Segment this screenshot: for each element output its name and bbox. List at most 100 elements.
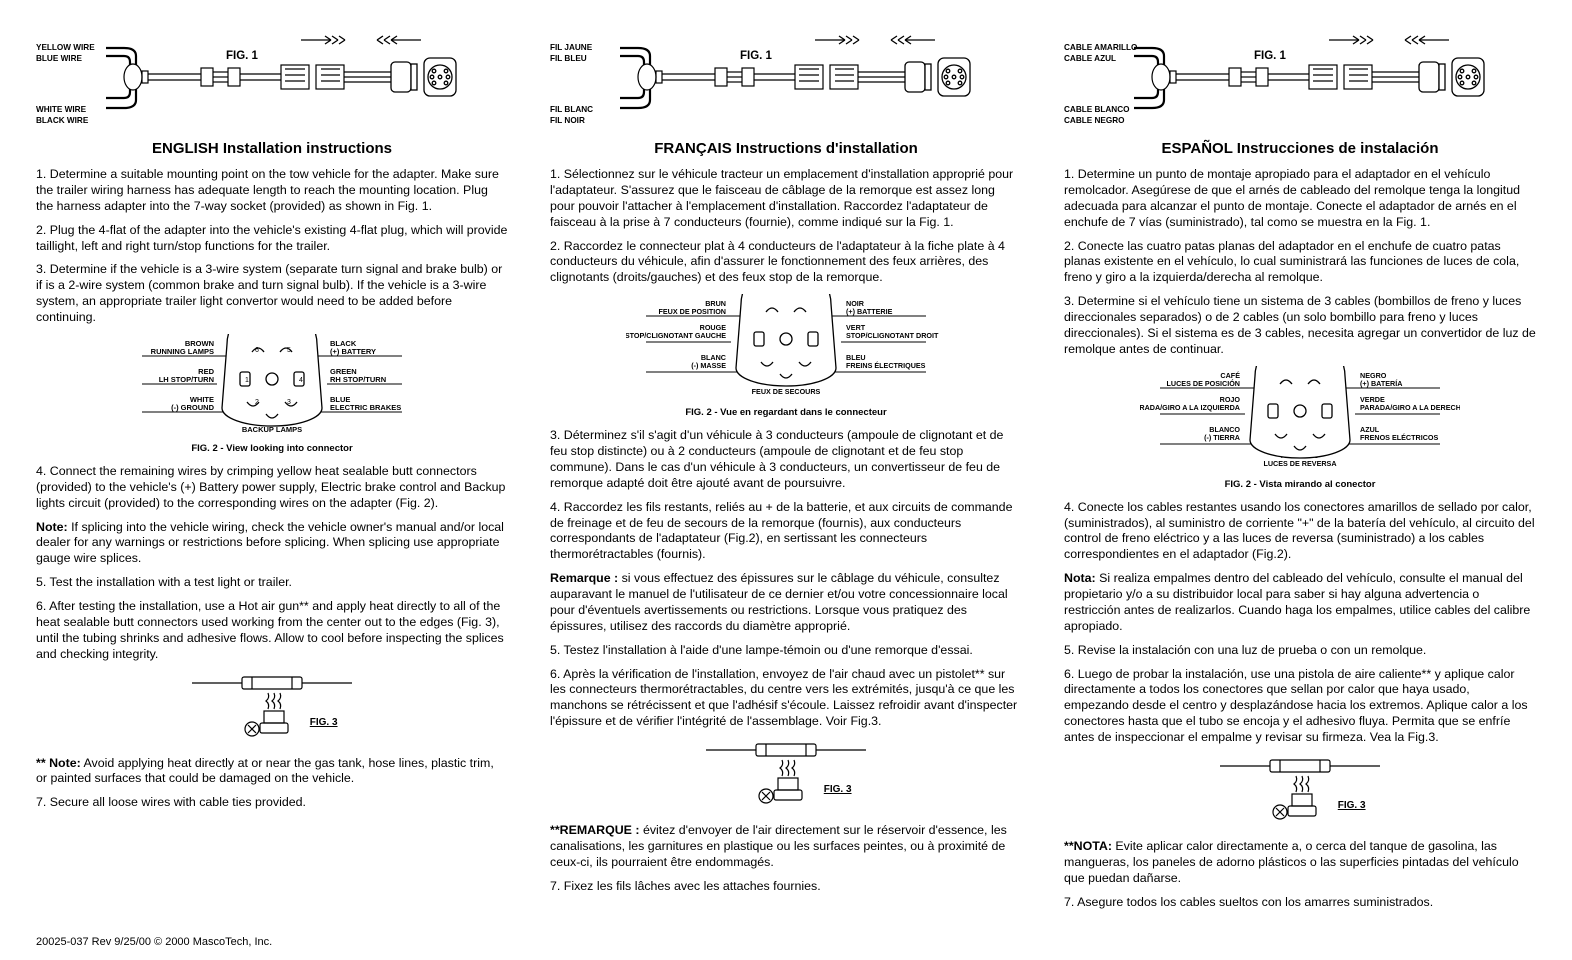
heading-english: ENGLISH Installation instructions xyxy=(36,140,508,157)
fr-note2: **REMARQUE : évitez d'envoyer de l'air d… xyxy=(550,823,1022,871)
heading-spanish: ESPAÑOL Instrucciones de instalación xyxy=(1064,140,1536,157)
fig2-caption-en: FIG. 2 - View looking into connector xyxy=(36,443,508,454)
svg-text:(-) TIERRA: (-) TIERRA xyxy=(1204,433,1240,442)
svg-text:RH STOP/TURN: RH STOP/TURN xyxy=(330,375,386,384)
svg-text:RUNNING LAMPS: RUNNING LAMPS xyxy=(151,347,214,356)
svg-text:3: 3 xyxy=(287,399,291,406)
column-english: YELLOW WIRE BLUE WIRE WHITE WIRE BLACK W… xyxy=(36,24,508,918)
fig2-fr: BRUN FEUX DE POSITION ROUGE STOP/CLIGNOT… xyxy=(550,294,1022,418)
svg-text:2: 2 xyxy=(255,399,259,406)
svg-text:STOP/CLIGNOTANT GAUCHE: STOP/CLIGNOTANT GAUCHE xyxy=(626,331,726,340)
footer-copyright: 20025-037 Rev 9/25/00 © 2000 MascoTech, … xyxy=(36,936,1536,948)
fr-step2: 2. Raccordez le connecteur plat à 4 cond… xyxy=(550,239,1022,287)
svg-text:4: 4 xyxy=(299,377,303,384)
es-step4: 4. Conecte los cables restantes usando l… xyxy=(1064,500,1536,564)
svg-text:5: 5 xyxy=(287,347,291,354)
en-step2: 2. Plug the 4-flat of the adapter into t… xyxy=(36,223,508,255)
label-white-wire: WHITE WIRE xyxy=(36,104,95,115)
fr-note: Remarque : si vous effectuez des épissur… xyxy=(550,571,1022,635)
label-fil-jaune: FIL JAUNE xyxy=(550,42,593,53)
column-french: FIL JAUNE FIL BLEU FIL BLANC FIL NOIR FI… xyxy=(550,24,1022,918)
svg-text:PARADA/GIRO A LA DERECHA: PARADA/GIRO A LA DERECHA xyxy=(1360,403,1460,412)
en-step7: 7. Secure all loose wires with cable tie… xyxy=(36,795,508,811)
fig1-es: CABLE AMARILLO CABLE AZUL CABLE BLANCO C… xyxy=(1064,24,1536,132)
label-cable-negro: CABLE NEGRO xyxy=(1064,115,1137,126)
en-step6: 6. After testing the installation, use a… xyxy=(36,599,508,663)
fig3-fr: FIG. 3 xyxy=(550,738,1022,813)
fig3-heat-gun-icon xyxy=(182,671,362,741)
fig2-caption-fr: FIG. 2 - Vue en regardant dans le connec… xyxy=(550,407,1022,418)
fig2-en: BROWN RUNNING LAMPS RED LH STOP/TURN WHI… xyxy=(36,334,508,454)
label-cable-amarillo: CABLE AMARILLO xyxy=(1064,42,1137,53)
svg-text:ELECTRIC BRAKES: ELECTRIC BRAKES xyxy=(330,403,401,412)
heading-french: FRANÇAIS Instructions d'installation xyxy=(550,140,1022,157)
three-column-layout: YELLOW WIRE BLUE WIRE WHITE WIRE BLACK W… xyxy=(36,24,1536,918)
fig3-es: FIG. 3 xyxy=(1064,754,1536,829)
label-blue-wire: BLUE WIRE xyxy=(36,53,95,64)
svg-text:STOP/CLIGNOTANT DROIT: STOP/CLIGNOTANT DROIT xyxy=(846,331,939,340)
es-note: Nota: Si realiza empalmes dentro del cab… xyxy=(1064,571,1536,635)
fr-step4: 4. Raccordez les fils restants, reliés a… xyxy=(550,500,1022,564)
svg-text:FREINS ÉLECTRIQUES: FREINS ÉLECTRIQUES xyxy=(846,361,926,370)
en-note2: ** Note: Avoid applying heat directly at… xyxy=(36,756,508,788)
fig1-en: YELLOW WIRE BLUE WIRE WHITE WIRE BLACK W… xyxy=(36,24,508,132)
fig2-connector-icon: BROWN RUNNING LAMPS RED LH STOP/TURN WHI… xyxy=(122,334,422,434)
en-step5: 5. Test the installation with a test lig… xyxy=(36,575,508,591)
fig1-wire-labels-fr: FIL JAUNE FIL BLEU FIL BLANC FIL NOIR xyxy=(550,42,593,126)
fig3-label-es: FIG. 3 xyxy=(1338,800,1366,811)
svg-text:(+) BATTERY: (+) BATTERY xyxy=(330,347,376,356)
svg-text:1: 1 xyxy=(245,377,249,384)
es-step7: 7. Asegure todos los cables sueltos con … xyxy=(1064,895,1536,911)
svg-text:(-) GROUND: (-) GROUND xyxy=(171,403,214,412)
svg-text:(+) BATERÍA: (+) BATERÍA xyxy=(1360,379,1402,388)
fr-step6: 6. Après la vérification de l'installati… xyxy=(550,667,1022,731)
label-cable-azul: CABLE AZUL xyxy=(1064,53,1137,64)
es-step1: 1. Determine un punto de montaje apropia… xyxy=(1064,167,1536,231)
label-yellow-wire: YELLOW WIRE xyxy=(36,42,95,53)
es-step6: 6. Luego de probar la instalación, use u… xyxy=(1064,667,1536,746)
svg-text:FEUX DE SECOURS: FEUX DE SECOURS xyxy=(752,387,821,396)
es-step2: 2. Conecte las cuatro patas planas del a… xyxy=(1064,239,1536,287)
fig1-diagram-icon xyxy=(1134,32,1494,132)
fig3-label: FIG. 3 xyxy=(310,717,338,728)
en-step4: 4. Connect the remaining wires by crimpi… xyxy=(36,464,508,512)
svg-text:(-) MASSE: (-) MASSE xyxy=(691,361,726,370)
fr-step7: 7. Fixez les fils lâches avec les attach… xyxy=(550,879,1022,895)
svg-text:LH STOP/TURN: LH STOP/TURN xyxy=(159,375,214,384)
svg-text:6: 6 xyxy=(255,347,259,354)
en-note: Note: If splicing into the vehicle wirin… xyxy=(36,520,508,568)
fig1-wire-labels-es: CABLE AMARILLO CABLE AZUL CABLE BLANCO C… xyxy=(1064,42,1137,126)
svg-text:FEUX DE POSITION: FEUX DE POSITION xyxy=(659,307,727,316)
svg-text:PARADA/GIRO A LA IZQUIERDA: PARADA/GIRO A LA IZQUIERDA xyxy=(1140,403,1240,412)
svg-text:(+) BATTERIE: (+) BATTERIE xyxy=(846,307,893,316)
label-fil-bleu: FIL BLEU xyxy=(550,53,593,64)
fig3-heat-gun-icon xyxy=(1210,754,1390,824)
fr-step1: 1. Sélectionnez sur le véhicule tracteur… xyxy=(550,167,1022,231)
fig1-diagram-icon xyxy=(106,32,466,132)
fig1-wire-labels: YELLOW WIRE BLUE WIRE WHITE WIRE BLACK W… xyxy=(36,42,95,126)
es-step3: 3. Determine si el vehículo tiene un sis… xyxy=(1064,294,1536,358)
es-note2: **NOTA: Evite aplicar calor directamente… xyxy=(1064,839,1536,887)
en-step3: 3. Determine if the vehicle is a 3-wire … xyxy=(36,262,508,326)
fig1-diagram-icon xyxy=(620,32,980,132)
fig2-connector-icon: BRUN FEUX DE POSITION ROUGE STOP/CLIGNOT… xyxy=(626,294,946,398)
fig3-en: FIG. 3 xyxy=(36,671,508,746)
label-cable-blanco: CABLE BLANCO xyxy=(1064,104,1137,115)
fig3-heat-gun-icon xyxy=(696,738,876,808)
fr-step3: 3. Déterminez s'il s'agit d'un véhicule … xyxy=(550,428,1022,492)
es-step5: 5. Revise la instalación con una luz de … xyxy=(1064,643,1536,659)
svg-text:LUCES DE POSICIÓN: LUCES DE POSICIÓN xyxy=(1167,379,1240,388)
fig2-es: CAFÉ LUCES DE POSICIÓN ROJO PARADA/GIRO … xyxy=(1064,366,1536,490)
en-step1: 1. Determine a suitable mounting point o… xyxy=(36,167,508,215)
fig2-caption-es: FIG. 2 - Vista mirando al conector xyxy=(1064,479,1536,490)
fig1-fr: FIL JAUNE FIL BLEU FIL BLANC FIL NOIR FI… xyxy=(550,24,1022,132)
fig2-connector-icon: CAFÉ LUCES DE POSICIÓN ROJO PARADA/GIRO … xyxy=(1140,366,1460,470)
label-fil-noir: FIL NOIR xyxy=(550,115,593,126)
fr-step5: 5. Testez l'installation à l'aide d'une … xyxy=(550,643,1022,659)
column-spanish: CABLE AMARILLO CABLE AZUL CABLE BLANCO C… xyxy=(1064,24,1536,918)
label-fil-blanc: FIL BLANC xyxy=(550,104,593,115)
svg-text:LUCES DE REVERSA: LUCES DE REVERSA xyxy=(1263,459,1336,468)
svg-text:FRENOS ELÉCTRICOS: FRENOS ELÉCTRICOS xyxy=(1360,433,1438,442)
fig3-label-fr: FIG. 3 xyxy=(824,784,852,795)
label-black-wire: BLACK WIRE xyxy=(36,115,95,126)
